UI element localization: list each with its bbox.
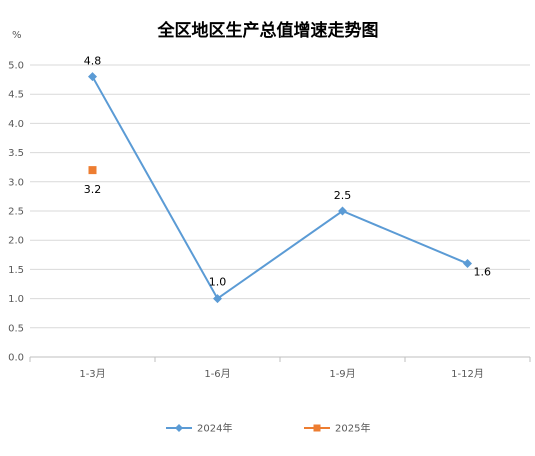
x-tick-label: 1-3月 [79, 368, 105, 380]
grid-lines [30, 64, 530, 329]
y-tick-label: 0.0 [8, 353, 24, 364]
data-point [88, 72, 97, 82]
y-axis-unit: % [12, 30, 22, 41]
x-tick-label: 1-9月 [329, 368, 355, 380]
data-label: 4.8 [84, 55, 102, 68]
data-point [88, 166, 97, 175]
y-tick-label: 1.0 [8, 294, 24, 305]
series-line-1 [91, 76, 468, 301]
y-tick-label: 3.5 [8, 148, 24, 159]
y-tick-label: 1.5 [8, 265, 24, 276]
data-label: 3.2 [84, 183, 102, 196]
y-tick-label: 5.0 [8, 61, 24, 72]
legend-marker [313, 424, 321, 432]
legend-marker [175, 424, 183, 432]
y-tick-label: 2.0 [8, 236, 24, 247]
data-point [338, 206, 347, 216]
y-tick-label: 4.0 [8, 119, 24, 130]
data-labels: 4.8 1.0 2.5 1.6 3.2 [84, 55, 491, 289]
data-label: 1.0 [209, 276, 227, 289]
data-label: 1.6 [474, 266, 492, 279]
y-tick-label: 4.5 [8, 90, 24, 101]
axes: 0.0 0.5 1.0 1.5 2.0 2.5 3.0 3.5 4.0 4.5 5.0 1-3月 1-6… [8, 61, 531, 380]
x-tick-label: 1-12月 [451, 368, 484, 380]
series-layer [88, 72, 472, 304]
legend: 2024年 2025年 [166, 422, 370, 435]
y-tick-label: 3.0 [8, 177, 24, 188]
x-tick-label: 1-6月 [204, 368, 230, 380]
y-tick-label: 0.5 [8, 323, 24, 334]
legend-label: 2025年 [335, 422, 370, 435]
legend-label: 2024年 [197, 422, 232, 435]
data-point [213, 294, 222, 304]
y-tick-label: 2.5 [8, 207, 24, 218]
data-point [463, 259, 472, 269]
data-label: 2.5 [334, 189, 352, 202]
chart-title: 全区地区生产总值增速走势图 [157, 20, 379, 41]
